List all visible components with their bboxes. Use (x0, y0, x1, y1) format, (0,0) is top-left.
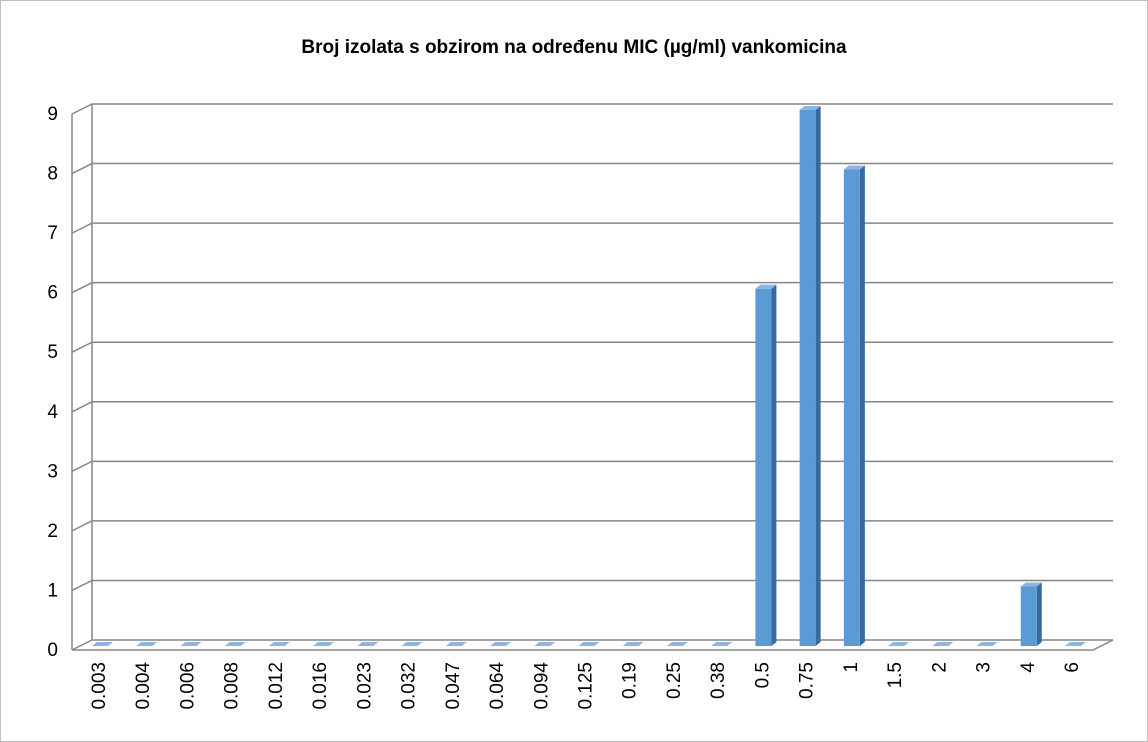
y-tick-label: 5 (47, 342, 58, 363)
x-tick-label: 0.75 (797, 662, 818, 699)
bar-top (711, 642, 733, 646)
bar-top (313, 642, 335, 646)
bar (976, 642, 998, 647)
bar-top (622, 642, 644, 646)
bar-top (136, 642, 158, 646)
bar (888, 642, 910, 647)
grid-line (71, 103, 1113, 115)
bar (843, 165, 865, 647)
grid-line (71, 162, 1113, 175)
x-tick-label: 0.125 (576, 662, 597, 710)
x-tick-label: 0.032 (399, 662, 420, 710)
bar-side (859, 165, 865, 647)
y-tick-label: 0 (47, 640, 58, 661)
bar-front (755, 288, 772, 646)
bar-top (666, 642, 688, 646)
bar-side (771, 284, 777, 646)
bar-top (578, 642, 600, 646)
x-tick-label: 0.38 (708, 662, 729, 699)
floor-edge (72, 639, 1114, 651)
y-tick-label: 4 (47, 402, 58, 423)
bar (136, 642, 158, 647)
bar (313, 642, 335, 647)
bar-front (843, 169, 860, 647)
grid-line (71, 222, 1113, 234)
bar (799, 106, 821, 646)
bar (622, 642, 644, 647)
x-tick-label: 3 (974, 662, 995, 673)
bar-top (799, 106, 821, 110)
bar-side (815, 106, 821, 646)
bar-top (357, 642, 379, 646)
x-tick-label: 6 (1062, 662, 1083, 673)
x-tick-label: 4 (1018, 662, 1039, 673)
bar-top (976, 642, 998, 646)
x-tick-label: 0.023 (354, 662, 375, 710)
bar (92, 642, 113, 647)
x-tick-label: 0.064 (487, 662, 508, 710)
bar (1020, 582, 1042, 646)
bar (534, 642, 556, 647)
y-tick-label: 8 (47, 164, 58, 185)
chart-title: Broj izolata s obzirom na određenu MIC (… (301, 37, 847, 58)
bar (401, 642, 423, 647)
x-tick-label: 1.5 (885, 662, 906, 688)
y-tick-label: 2 (47, 521, 58, 542)
grid-line (71, 281, 1113, 294)
bar-top (843, 165, 865, 170)
bar-top (1065, 642, 1086, 646)
bar-top (490, 642, 512, 646)
x-tick-label: 0.094 (531, 662, 552, 710)
bar (666, 642, 688, 647)
x-tick-label: 0.003 (89, 662, 110, 710)
x-tick-label: 0.012 (266, 662, 287, 710)
bar (932, 642, 954, 647)
y-tick-label: 1 (47, 580, 58, 601)
bar-top (445, 642, 467, 646)
x-tick-label: 0.006 (177, 662, 198, 710)
bar-top (268, 642, 290, 646)
bar (1065, 642, 1086, 647)
x-tick-label: 0.004 (133, 662, 154, 710)
x-tick-label: 0.5 (752, 662, 773, 688)
bar-top (1020, 582, 1042, 587)
y-tick-label: 3 (47, 461, 58, 482)
bar-top (534, 642, 556, 646)
bar (578, 642, 600, 647)
x-tick-label: 0.19 (620, 662, 641, 699)
bar (224, 642, 246, 647)
bar-side (1036, 582, 1042, 646)
y-tick-label: 6 (47, 283, 58, 304)
bar (755, 284, 777, 646)
x-tick-label: 0.016 (310, 662, 331, 710)
bar-top (401, 642, 423, 646)
bar-top (755, 284, 777, 289)
bar (445, 642, 467, 647)
x-tick-label: 0.047 (443, 662, 464, 710)
x-tick-label: 1 (841, 662, 862, 673)
bar (180, 642, 202, 647)
bar (357, 642, 379, 647)
y-tick-label: 7 (47, 223, 58, 244)
x-tick-label: 0.25 (664, 662, 685, 699)
bar (711, 642, 733, 647)
bar-top (92, 642, 113, 646)
bar (268, 642, 290, 647)
y-tick-label: 9 (47, 104, 58, 125)
x-tick-label: 2 (929, 662, 950, 673)
bar-front (799, 110, 816, 646)
bar-top (888, 642, 910, 646)
bar-front (1020, 586, 1037, 646)
bar-top (224, 642, 246, 646)
x-tick-label: 0.008 (222, 662, 243, 710)
bar (490, 642, 512, 647)
bar-top (180, 642, 202, 646)
bar-top (932, 642, 954, 646)
